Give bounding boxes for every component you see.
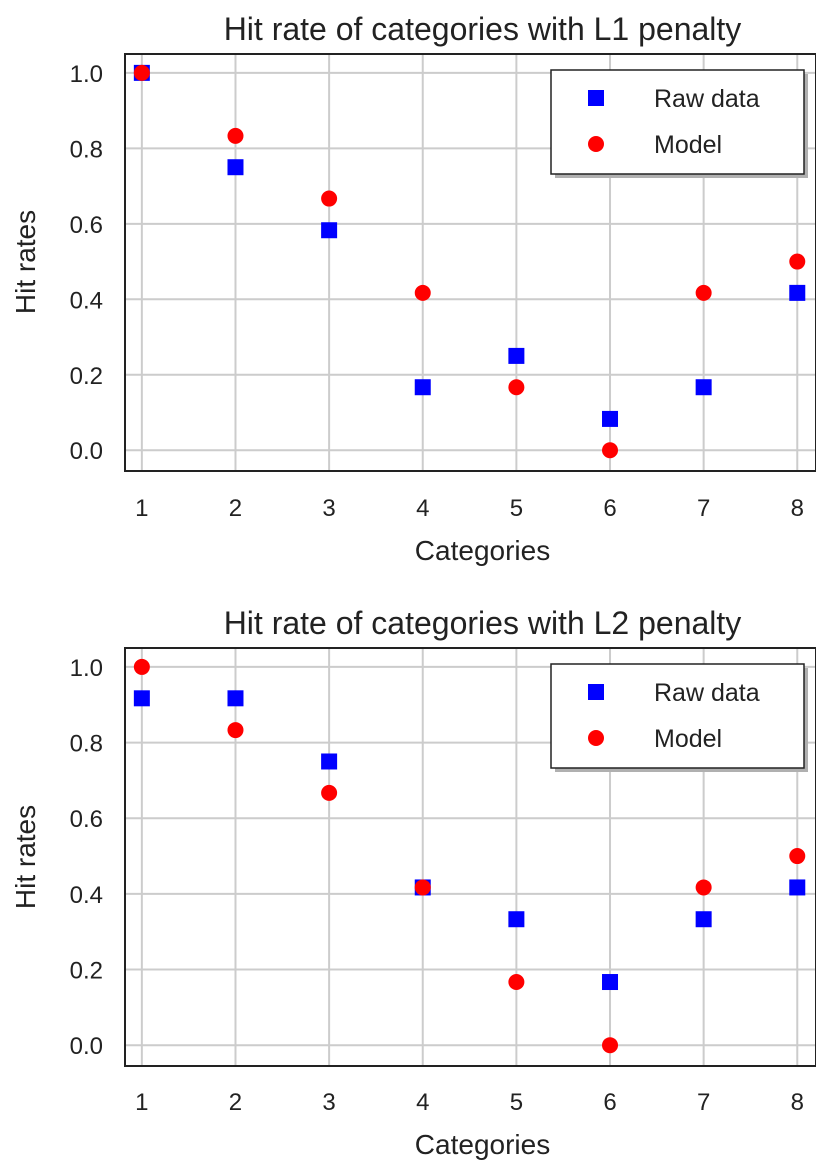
y-tick-label: 0.4 [70, 287, 103, 314]
model-point [414, 284, 431, 301]
x-tick-label: 7 [697, 495, 710, 522]
x-tick-label: 4 [416, 495, 429, 522]
legend-label: Model [654, 725, 722, 753]
x-tick-label: 1 [135, 1089, 148, 1116]
legend-label: Model [654, 131, 722, 159]
y-axis-label: Hit rates [10, 805, 41, 909]
y-tick-label: 0.2 [70, 958, 103, 985]
model-point [789, 253, 806, 270]
legend-square-marker [588, 90, 604, 106]
legend-circle-marker [588, 136, 604, 152]
model-point [602, 442, 619, 459]
raw-data-point [789, 284, 806, 301]
model-point [695, 879, 712, 896]
x-tick-label: 4 [416, 1089, 429, 1116]
raw-data-point [508, 347, 525, 364]
x-tick-label: 3 [322, 495, 335, 522]
model-point [508, 379, 525, 396]
x-tick-label: 1 [135, 495, 148, 522]
raw-data-point [602, 410, 619, 427]
raw-data-point [602, 974, 619, 991]
model-point [227, 722, 244, 739]
legend-box [550, 663, 805, 769]
y-axis-label: Hit rates [10, 210, 41, 314]
x-tick-label: 3 [322, 1089, 335, 1116]
chart-panel-2: 1 2 3 4 5 6 7 8 0.0 0.2 0.4 0.6 0.8 1.0 Hit rate of ca… [10, 605, 816, 1160]
x-tick-label: 6 [603, 495, 616, 522]
y-tick-label: 0.4 [70, 882, 103, 909]
raw-data-point [321, 753, 338, 770]
model-point [133, 658, 150, 675]
x-tick-label: 6 [603, 1089, 616, 1116]
x-axis-label: Categories [415, 535, 550, 566]
y-tick-label: 1.0 [70, 655, 103, 682]
chart-panel-1: 1 2 3 4 5 6 7 8 0.0 0.2 0.4 0.6 0.8 1.0 Hit rate of ca… [10, 11, 816, 566]
x-tick-label: 2 [229, 1089, 242, 1116]
raw-data-point [321, 222, 338, 239]
legend-label: Raw data [654, 679, 760, 707]
model-point [508, 974, 525, 991]
x-tick-label: 7 [697, 1089, 710, 1116]
raw-data-point [414, 379, 431, 396]
plot-frame [124, 53, 816, 472]
x-axis-label: Categories [415, 1129, 550, 1160]
model-point [602, 1037, 619, 1054]
model-point [227, 127, 244, 144]
y-tick-label: 0.2 [70, 363, 103, 390]
chart-title: Hit rate of categories with L1 penalty [224, 11, 742, 47]
x-tick-label: 8 [791, 495, 804, 522]
legend: Raw data Model [550, 663, 805, 769]
y-tick-label: 1.0 [70, 61, 103, 88]
legend-square-marker [588, 684, 604, 700]
legend-box [550, 69, 805, 175]
model-point [789, 848, 806, 865]
y-tick-label: 0.0 [70, 1033, 103, 1060]
legend-circle-marker [588, 730, 604, 746]
y-tick-label: 0.8 [70, 731, 103, 758]
model-point [133, 64, 150, 81]
x-tick-label: 8 [791, 1089, 804, 1116]
raw-data-point [695, 911, 712, 928]
raw-data-point [508, 911, 525, 928]
chart-title: Hit rate of categories with L2 penalty [224, 605, 742, 641]
raw-data-point [133, 690, 150, 707]
raw-data-point [227, 690, 244, 707]
model-point [321, 190, 338, 207]
raw-data-point [695, 379, 712, 396]
model-point [321, 784, 338, 801]
plot-frame [124, 647, 816, 1067]
y-tick-label: 0.6 [70, 806, 103, 833]
y-tick-label: 0.8 [70, 136, 103, 163]
raw-data-point [789, 879, 806, 896]
y-tick-label: 0.6 [70, 212, 103, 239]
x-tick-label: 5 [510, 495, 523, 522]
model-point [414, 879, 431, 896]
model-point [695, 284, 712, 301]
x-tick-label: 5 [510, 1089, 523, 1116]
y-tick-label: 0.0 [70, 438, 103, 465]
legend: Raw data Model [550, 69, 805, 175]
x-tick-label: 2 [229, 495, 242, 522]
raw-data-point [227, 159, 244, 176]
legend-label: Raw data [654, 85, 760, 113]
